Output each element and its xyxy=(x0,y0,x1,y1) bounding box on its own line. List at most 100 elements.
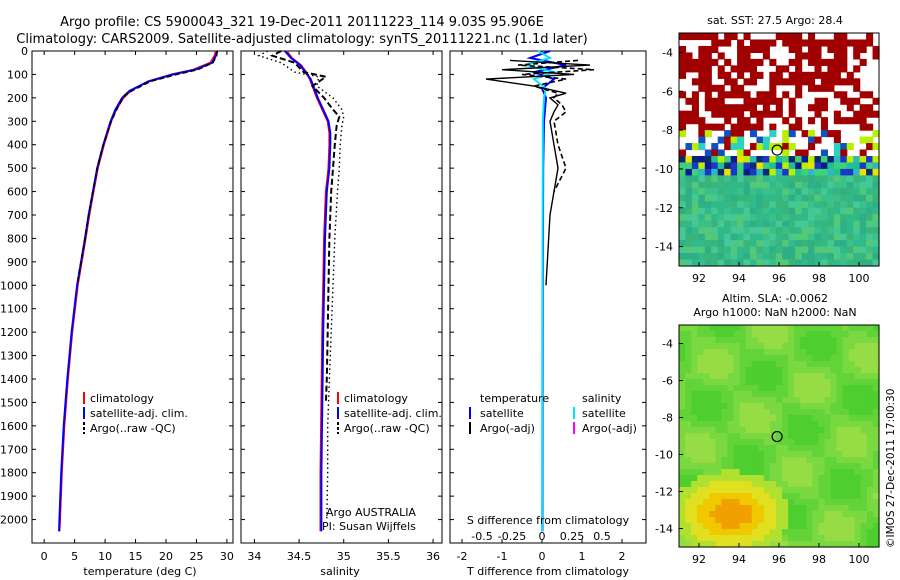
map-cell xyxy=(745,421,753,428)
map-cell xyxy=(769,39,777,47)
map-cell xyxy=(697,409,704,416)
map-cell xyxy=(824,517,832,524)
map-cell xyxy=(717,227,725,235)
map-cell xyxy=(836,523,844,530)
map-y-tick-label: -12 xyxy=(655,202,673,215)
map-cell xyxy=(866,379,874,386)
map-cell xyxy=(733,385,741,392)
map-cell xyxy=(751,481,759,488)
map-cell xyxy=(848,379,856,386)
map-cell xyxy=(745,493,753,500)
map-cell xyxy=(703,493,710,500)
x-tick-label: -2 xyxy=(457,550,468,563)
map-cell xyxy=(788,535,795,542)
map-cell xyxy=(749,175,758,183)
map-cell xyxy=(830,487,838,494)
map-cell xyxy=(782,379,789,386)
map-cell xyxy=(679,511,686,518)
map-cell xyxy=(685,227,693,235)
map-cell xyxy=(818,505,826,512)
map-cell xyxy=(721,355,729,362)
map-cell xyxy=(782,487,789,494)
map-cell xyxy=(859,175,867,183)
map-cell xyxy=(757,445,765,452)
map-cell xyxy=(801,175,809,183)
map-cell xyxy=(775,385,783,392)
map-cell xyxy=(756,201,764,209)
map-cell xyxy=(698,188,706,196)
map-cell xyxy=(730,110,738,118)
map-cell xyxy=(757,475,765,482)
map-cell xyxy=(727,541,735,548)
map-cell xyxy=(830,355,838,362)
map-cell xyxy=(866,343,874,350)
map-cell xyxy=(788,457,795,464)
map-cell xyxy=(854,409,862,416)
map-cell xyxy=(853,188,861,196)
map-cell xyxy=(833,233,841,241)
map-cell xyxy=(757,439,765,446)
map-cell xyxy=(739,511,747,518)
map-cell xyxy=(745,403,753,410)
map-cell xyxy=(757,505,765,512)
map-cell xyxy=(794,409,801,416)
map-cell xyxy=(782,227,790,235)
map-cell xyxy=(800,403,807,410)
map-cell xyxy=(853,78,861,86)
map-cell xyxy=(840,253,848,261)
map-y-tick-label: -8 xyxy=(662,124,673,137)
map-cell xyxy=(763,457,771,464)
map-cell xyxy=(842,367,850,374)
map-cell xyxy=(739,517,747,524)
map-cell xyxy=(691,325,698,332)
legend-climatology: climatology xyxy=(344,392,408,405)
map-cell xyxy=(724,259,732,267)
map-cell xyxy=(853,97,861,105)
map-cell xyxy=(727,499,735,506)
map-cell xyxy=(853,110,861,118)
map-cell xyxy=(820,188,828,196)
map-cell xyxy=(833,91,841,99)
map-cell xyxy=(824,355,832,362)
map-cell xyxy=(709,421,716,428)
map-cell xyxy=(788,427,795,434)
map-cell xyxy=(801,233,809,241)
map-cell xyxy=(751,475,759,482)
map-cell xyxy=(762,104,770,112)
map-cell xyxy=(812,487,819,494)
map-cell xyxy=(860,469,868,476)
map-cell xyxy=(795,201,803,209)
map-cell xyxy=(820,84,828,92)
map-cell xyxy=(860,451,868,458)
map-cell xyxy=(763,349,771,356)
map-cell xyxy=(709,487,716,494)
map-cell xyxy=(763,439,771,446)
map-cell xyxy=(800,427,807,434)
map-cell xyxy=(788,541,795,548)
map-cell xyxy=(795,194,803,202)
map-cell xyxy=(842,451,850,458)
map-cell xyxy=(782,136,790,144)
temperature-x-ticks: 0 5 10 15 20 25 30 xyxy=(41,51,234,563)
map-cell xyxy=(775,168,783,176)
map-cell xyxy=(788,39,796,47)
map-cell xyxy=(698,181,706,189)
map-cell xyxy=(836,421,844,428)
map-cell xyxy=(827,207,835,215)
map-cell xyxy=(715,451,723,458)
map-cell xyxy=(833,207,841,215)
map-cell xyxy=(800,517,807,524)
map-cell xyxy=(866,325,874,332)
salinity-difference-tick-label: 0.25 xyxy=(560,530,585,543)
x-tick-label: 34.5 xyxy=(287,550,312,563)
map-cell xyxy=(769,385,777,392)
map-cell xyxy=(795,39,803,47)
map-cell xyxy=(697,487,704,494)
map-cell xyxy=(848,343,856,350)
map-cell xyxy=(703,325,710,332)
map-cell xyxy=(737,259,745,267)
map-cell xyxy=(717,246,725,254)
map-cell xyxy=(679,45,687,54)
map-cell xyxy=(800,397,807,404)
